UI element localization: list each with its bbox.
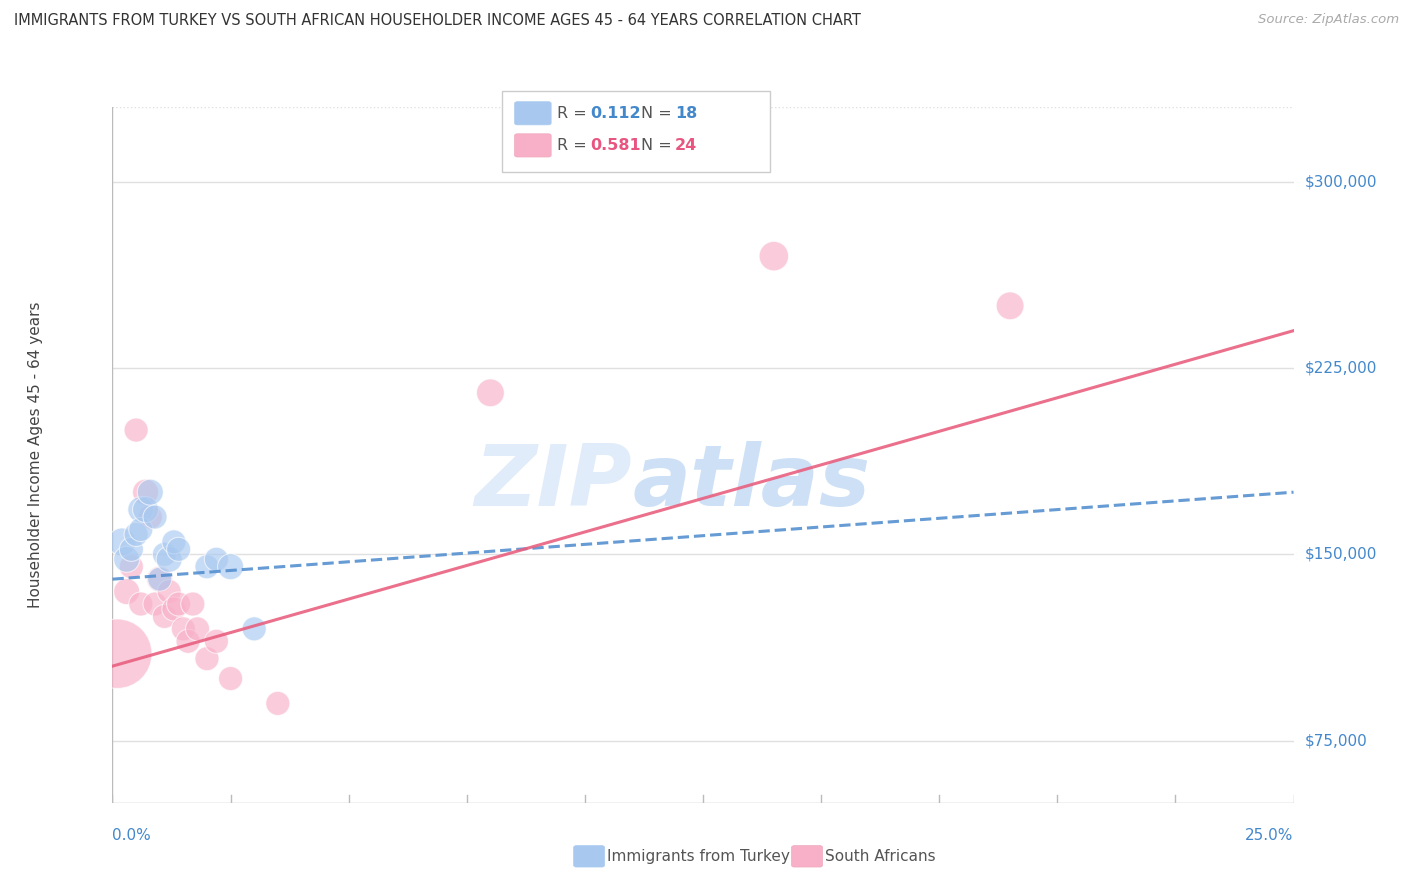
Text: $300,000: $300,000	[1305, 174, 1376, 189]
Point	[135, 485, 157, 500]
Point	[219, 559, 242, 574]
Point	[153, 547, 176, 561]
Text: atlas: atlas	[633, 442, 870, 524]
Point	[177, 634, 200, 648]
Text: $75,000: $75,000	[1305, 733, 1368, 748]
Point	[105, 647, 128, 661]
Point	[125, 527, 148, 541]
Text: Householder Income Ages 45 - 64 years: Householder Income Ages 45 - 64 years	[28, 301, 44, 608]
Point	[157, 584, 180, 599]
Point	[143, 597, 166, 611]
Point	[149, 572, 172, 586]
Point	[195, 651, 218, 665]
Point	[129, 597, 152, 611]
Point	[120, 559, 142, 574]
Point	[149, 572, 172, 586]
Text: $150,000: $150,000	[1305, 547, 1376, 562]
Text: 0.112: 0.112	[591, 106, 641, 120]
Point	[115, 552, 138, 566]
Text: ZIP: ZIP	[474, 442, 633, 524]
Point	[186, 622, 208, 636]
Point	[129, 502, 152, 516]
Point	[163, 602, 186, 616]
Text: 24: 24	[675, 138, 697, 153]
Text: Immigrants from Turkey: Immigrants from Turkey	[607, 849, 790, 863]
Point	[479, 385, 502, 400]
Point	[143, 510, 166, 524]
Point	[115, 584, 138, 599]
Point	[172, 622, 194, 636]
Text: N =: N =	[641, 138, 678, 153]
Point	[167, 597, 190, 611]
Point	[139, 485, 162, 500]
Text: 25.0%: 25.0%	[1246, 828, 1294, 843]
Text: 0.0%: 0.0%	[112, 828, 152, 843]
Text: South Africans: South Africans	[825, 849, 936, 863]
Point	[219, 672, 242, 686]
Point	[120, 542, 142, 557]
Point	[205, 552, 228, 566]
Point	[267, 697, 290, 711]
Point	[129, 523, 152, 537]
Text: IMMIGRANTS FROM TURKEY VS SOUTH AFRICAN HOUSEHOLDER INCOME AGES 45 - 64 YEARS CO: IMMIGRANTS FROM TURKEY VS SOUTH AFRICAN …	[14, 13, 860, 29]
Text: 18: 18	[675, 106, 697, 120]
Point	[163, 534, 186, 549]
Point	[167, 542, 190, 557]
Point	[157, 552, 180, 566]
Point	[125, 423, 148, 437]
Point	[181, 597, 204, 611]
Point	[139, 510, 162, 524]
Point	[998, 299, 1021, 313]
Text: 0.581: 0.581	[591, 138, 641, 153]
Point	[111, 534, 134, 549]
Point	[135, 502, 157, 516]
Point	[762, 249, 785, 263]
Text: Source: ZipAtlas.com: Source: ZipAtlas.com	[1258, 13, 1399, 27]
Text: R =: R =	[557, 106, 592, 120]
Text: $225,000: $225,000	[1305, 360, 1376, 376]
Text: N =: N =	[641, 106, 678, 120]
Point	[195, 559, 218, 574]
Point	[243, 622, 266, 636]
Point	[153, 609, 176, 624]
Text: R =: R =	[557, 138, 592, 153]
Point	[205, 634, 228, 648]
